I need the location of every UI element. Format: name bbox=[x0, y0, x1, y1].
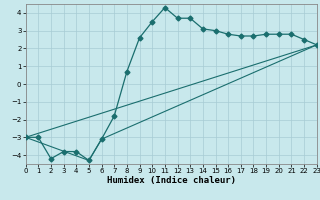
X-axis label: Humidex (Indice chaleur): Humidex (Indice chaleur) bbox=[107, 176, 236, 185]
